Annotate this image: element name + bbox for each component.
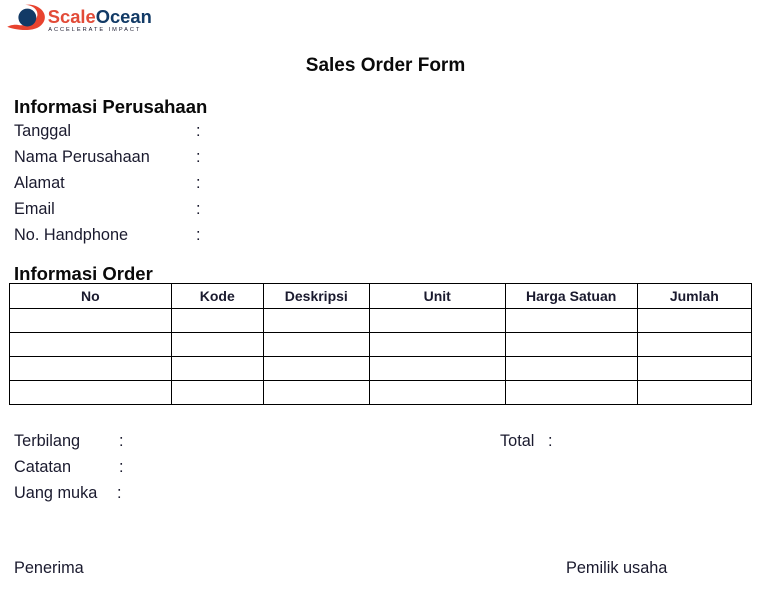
svg-text:ACCELERATE IMPACT: ACCELERATE IMPACT <box>48 27 141 33</box>
svg-text:ScaleOcean: ScaleOcean <box>48 6 152 27</box>
